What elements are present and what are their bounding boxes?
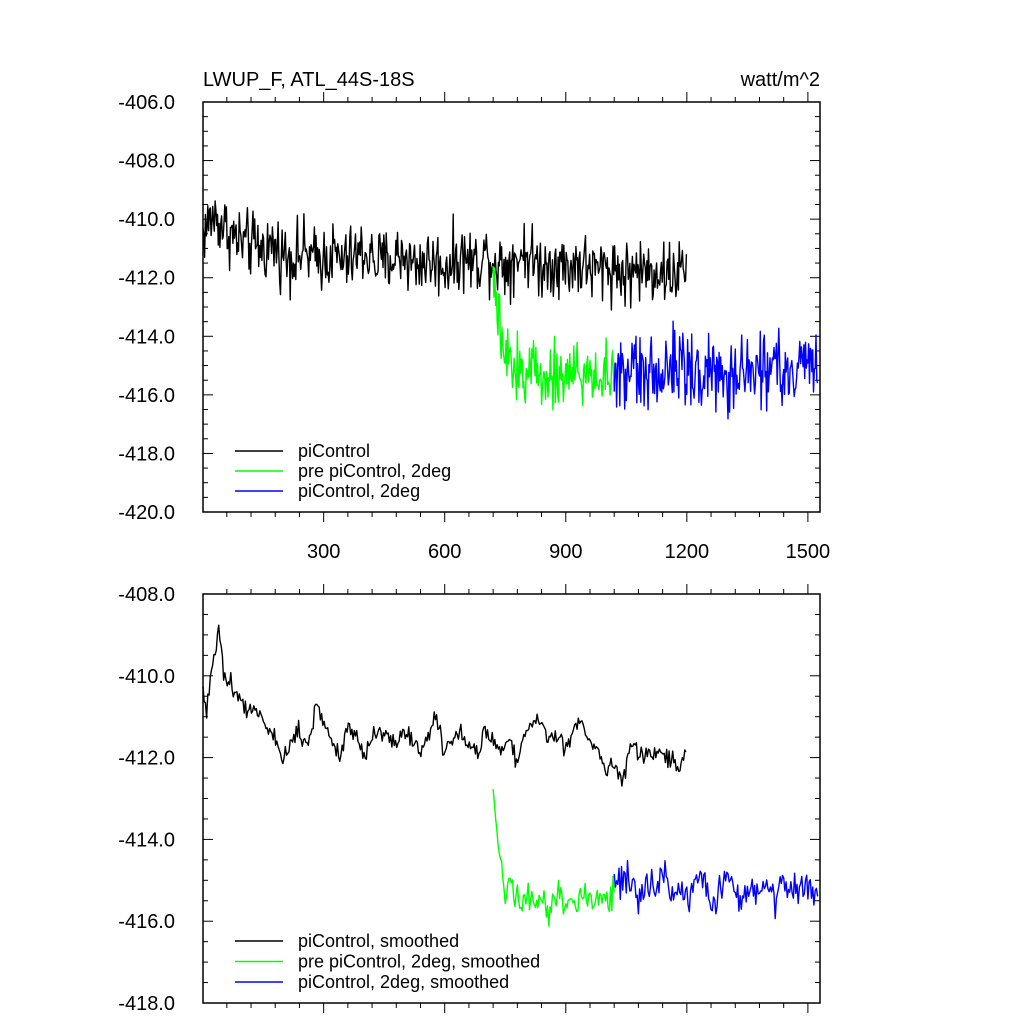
series-line [202,200,688,311]
top-panel-ticks [203,92,820,522]
y-tick-label: -410.0 [118,666,175,688]
top-panel-y-tick-labels: -406.0 -408.0 -410.0 -412.0 -414.0 -416.0 -418… [118,92,175,524]
legend-label: piControl, 2deg, smoothed [298,972,509,992]
series-line [613,859,819,920]
top-panel: LWUP_F, ATL_44S-18S watt/m^2 -406.0 -408.… [118,69,830,563]
series-line [492,266,615,411]
y-tick-label: -410.0 [118,209,175,231]
y-tick-label: -412.0 [118,268,175,290]
y-tick-label: -406.0 [118,92,175,114]
legend-label: pre piControl, 2deg, smoothed [298,952,540,972]
legend-label: piControl [298,441,370,461]
bottom-panel-ticks [203,584,820,1013]
x-tick-label: 600 [428,541,461,563]
x-tick-label: 1500 [786,541,831,563]
bottom-panel-series [202,624,819,927]
legend-label: piControl, smoothed [298,931,459,951]
units-label: watt/m^2 [740,69,820,91]
y-tick-label: -416.0 [118,911,175,933]
y-tick-label: -408.0 [118,151,175,173]
series-line [492,789,615,927]
series-line [202,624,687,787]
y-tick-label: -414.0 [118,326,175,348]
top-panel-series [202,200,819,420]
bottom-panel-y-tick-labels: -408.0 -410.0 -412.0 -414.0 -416.0 -418.0 [118,584,175,1015]
legend-label: pre piControl, 2deg [298,461,451,481]
y-tick-label: -408.0 [118,584,175,606]
x-tick-label: 900 [549,541,582,563]
y-tick-label: -412.0 [118,748,175,770]
legend-label: piControl, 2deg [298,481,420,501]
y-tick-label: -416.0 [118,385,175,407]
bottom-panel-frame [202,593,821,1004]
series-line [613,320,819,420]
x-tick-label: 1200 [665,541,710,563]
x-tick-label: 300 [307,541,340,563]
chart-title: LWUP_F, ATL_44S-18S [203,69,415,91]
y-tick-label: -418.0 [118,993,175,1015]
top-panel-x-tick-labels: 300 600 900 1200 1500 [307,541,830,563]
top-panel-frame [202,101,821,513]
y-tick-label: -420.0 [118,502,175,524]
bottom-panel: -408.0 -410.0 -412.0 -414.0 -416.0 -418.0 piC… [118,584,821,1015]
y-tick-label: -418.0 [118,443,175,465]
y-tick-label: -414.0 [118,829,175,851]
